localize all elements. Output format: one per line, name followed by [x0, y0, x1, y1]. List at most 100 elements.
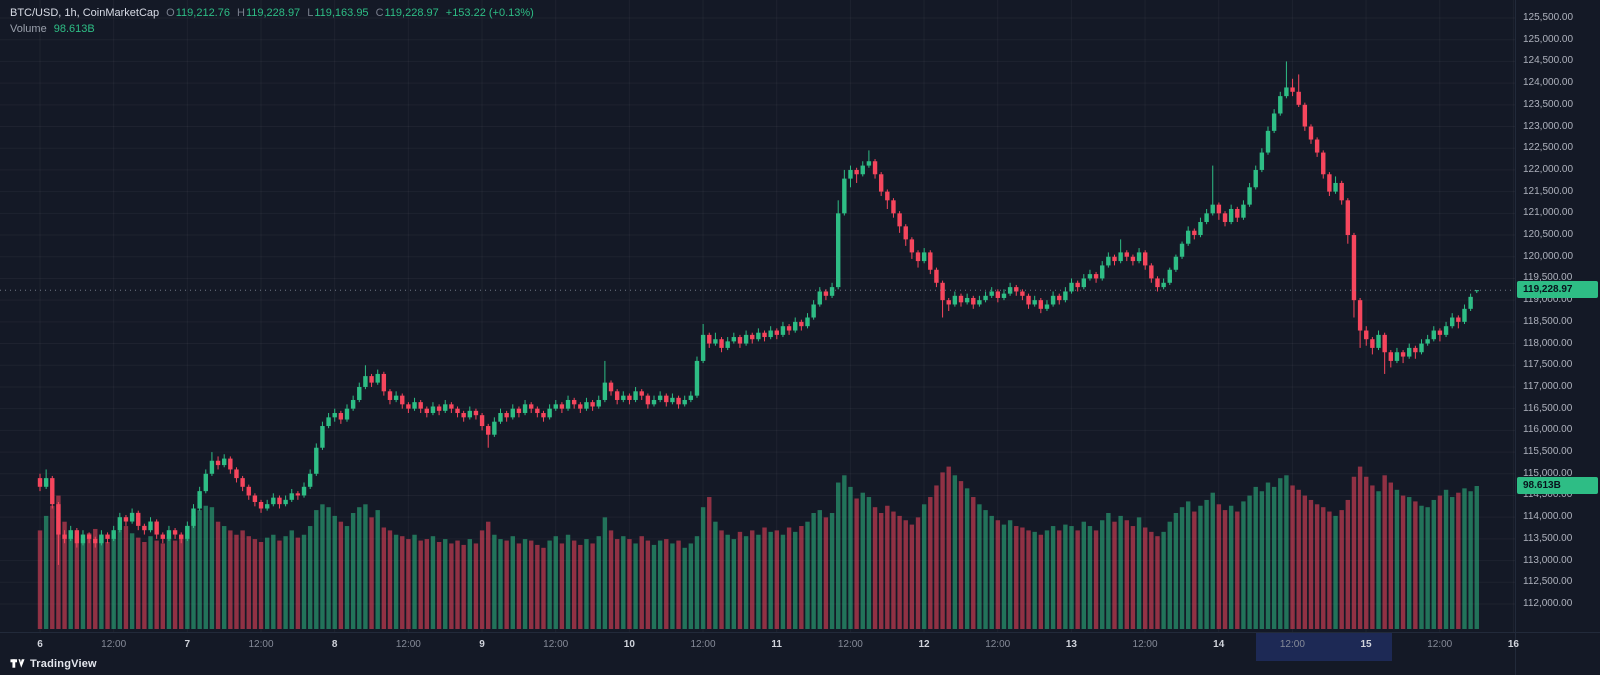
candle — [504, 410, 509, 422]
candle — [602, 360, 608, 403]
symbol-title[interactable]: BTC/USD, 1h, CoinMarketCap — [10, 7, 160, 19]
volume-bar — [375, 510, 380, 629]
candle — [129, 508, 135, 524]
candle — [915, 250, 921, 268]
tradingview-logo-icon[interactable] — [10, 656, 25, 671]
candle — [817, 287, 822, 307]
volume-bar — [1179, 507, 1185, 629]
volume-bar — [621, 536, 626, 629]
candle — [743, 330, 749, 346]
volume-bar — [80, 539, 86, 629]
volume-bar — [872, 507, 878, 629]
volume-bar — [713, 521, 718, 629]
volume-bar — [393, 534, 399, 629]
volume-bar — [1198, 505, 1203, 629]
candle — [1087, 269, 1093, 281]
volume-bar — [762, 527, 767, 629]
price-axis-label: 117,000.00 — [1523, 380, 1573, 392]
candle — [909, 237, 915, 259]
volume-bar — [1007, 520, 1013, 629]
chart-canvas[interactable] — [0, 0, 1515, 632]
candle — [676, 395, 681, 409]
volume-bar — [289, 530, 294, 629]
volume-bar — [166, 537, 172, 629]
close-readout: C119,228.97 — [375, 7, 439, 19]
volume-bar — [836, 482, 841, 629]
candle — [700, 324, 706, 364]
volume-bar — [418, 540, 423, 629]
candle — [1400, 350, 1406, 364]
volume-bar — [283, 536, 288, 629]
candle — [179, 532, 184, 544]
volume-bar — [608, 530, 614, 629]
candle — [246, 484, 251, 500]
volume-bar — [1081, 521, 1086, 629]
volume-bar — [461, 544, 466, 629]
volume-bar — [670, 543, 675, 629]
candle — [1222, 211, 1228, 227]
candle — [486, 423, 491, 448]
volume-bar — [197, 510, 202, 629]
volume-bar — [1124, 520, 1129, 629]
volume-bar — [547, 540, 552, 629]
candle — [731, 332, 737, 344]
candle — [627, 393, 632, 405]
price-axis-label: 116,500.00 — [1523, 402, 1573, 414]
candle — [467, 406, 472, 420]
price-axis-label: 113,000.00 — [1523, 554, 1573, 566]
volume-bar — [1118, 515, 1123, 629]
candle — [1339, 180, 1344, 205]
volume-bar — [492, 534, 497, 629]
volume-label[interactable]: Volume — [10, 23, 47, 35]
candle — [136, 510, 141, 531]
candle — [430, 402, 436, 416]
candle — [651, 395, 657, 407]
time-axis-label: 11 — [771, 639, 782, 650]
candle — [793, 317, 798, 333]
candle — [1093, 271, 1099, 283]
volume-bar — [111, 537, 116, 629]
candle — [326, 413, 331, 429]
candle — [1112, 254, 1117, 266]
time-axis-label: 8 — [331, 639, 338, 650]
time-axis[interactable]: 6 12:00 7 12:00 8 12:00 9 12:00 10 12:00 11 12:00 12… — [0, 632, 1519, 661]
candle — [215, 456, 221, 470]
time-axis-label: 9 — [479, 639, 485, 650]
time-axis-label: 12 — [918, 639, 930, 650]
candle — [860, 161, 865, 177]
change-readout: +153.22 (+0.13%) — [445, 7, 534, 19]
volume-bar — [1351, 476, 1357, 629]
candle — [1032, 295, 1037, 307]
volume-bar — [946, 466, 951, 629]
brand-text[interactable]: TradingView — [30, 657, 97, 670]
candle — [823, 289, 829, 301]
candle — [707, 332, 712, 348]
volume-bar — [1100, 520, 1105, 629]
candle — [240, 475, 245, 492]
candle — [553, 399, 558, 411]
candle — [148, 517, 153, 533]
price-axis[interactable]: 119,228.97 98.613B 112,000.00 112,500.00 1… — [1515, 0, 1600, 632]
volume-bar — [694, 536, 700, 629]
volume-bar — [1407, 497, 1412, 629]
candle — [1216, 202, 1222, 220]
candle — [872, 159, 878, 179]
candle — [1308, 124, 1314, 144]
price-axis-label: 115,500.00 — [1523, 446, 1573, 458]
volume-bar — [105, 542, 110, 629]
candle — [983, 291, 988, 303]
candle — [1296, 74, 1301, 107]
volume-bar — [1284, 475, 1289, 629]
candle — [295, 491, 301, 500]
candle — [535, 406, 540, 418]
candle — [786, 324, 792, 335]
volume-bar — [731, 539, 737, 629]
candle — [774, 328, 779, 340]
volume-bar — [424, 539, 430, 629]
candle — [1351, 232, 1357, 318]
volume-bar — [209, 507, 215, 629]
volume-bar — [252, 539, 258, 629]
volume-bar — [565, 534, 571, 629]
candlestick-chart[interactable] — [0, 0, 1515, 632]
